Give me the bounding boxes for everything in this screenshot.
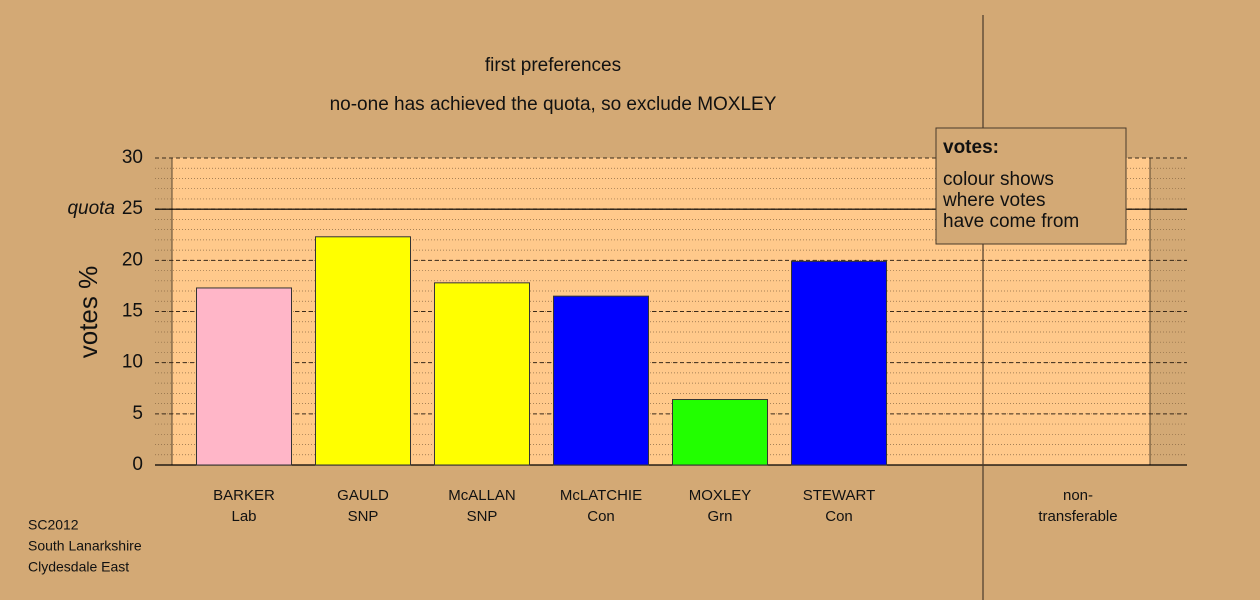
x-tick-label: McLATCHIE xyxy=(560,487,642,504)
x-tick-label: Con xyxy=(825,508,853,525)
legend-text: where votes xyxy=(942,190,1045,211)
bar xyxy=(434,282,530,466)
y-tick-label: 0 xyxy=(132,454,143,475)
footer-line: Clydesdale East xyxy=(28,559,129,575)
bar xyxy=(196,287,292,466)
footer-line: South Lanarkshire xyxy=(28,538,142,554)
x-tick-label: transferable xyxy=(1038,508,1117,525)
chart-subtitle: no-one has achieved the quota, so exclud… xyxy=(330,94,777,115)
x-tick-label: Lab xyxy=(231,508,256,525)
y-tick-label: 25 xyxy=(122,198,143,219)
legend-text: have come from xyxy=(943,211,1079,232)
x-tick-label: MOXLEY xyxy=(689,487,752,504)
x-tick-label: non- xyxy=(1063,487,1093,504)
y-tick-label: 30 xyxy=(122,147,143,168)
bar xyxy=(315,236,411,466)
y-axis-label: votes % xyxy=(73,266,103,359)
x-tick-label: GAULD xyxy=(337,487,389,504)
footer-line: SC2012 xyxy=(28,517,79,533)
x-tick-label: McALLAN xyxy=(448,487,516,504)
chart-title: first preferences xyxy=(485,55,621,76)
y-tick-label: 20 xyxy=(122,249,143,270)
legend-title: votes: xyxy=(943,137,999,158)
x-tick-label: SNP xyxy=(467,508,498,525)
bar xyxy=(791,260,887,466)
x-tick-label: Con xyxy=(587,508,615,525)
quota-label: quota xyxy=(67,198,115,219)
bar xyxy=(672,399,768,466)
x-tick-label: SNP xyxy=(348,508,379,525)
legend-text: colour shows xyxy=(943,169,1054,190)
legend-box xyxy=(935,127,1127,245)
y-tick-label: 10 xyxy=(122,352,143,373)
x-tick-label: BARKER xyxy=(213,487,275,504)
x-tick-label: Grn xyxy=(707,508,732,525)
y-tick-label: 15 xyxy=(122,301,143,322)
bar xyxy=(553,295,649,466)
x-tick-label: STEWART xyxy=(803,487,876,504)
y-tick-label: 5 xyxy=(132,403,143,424)
